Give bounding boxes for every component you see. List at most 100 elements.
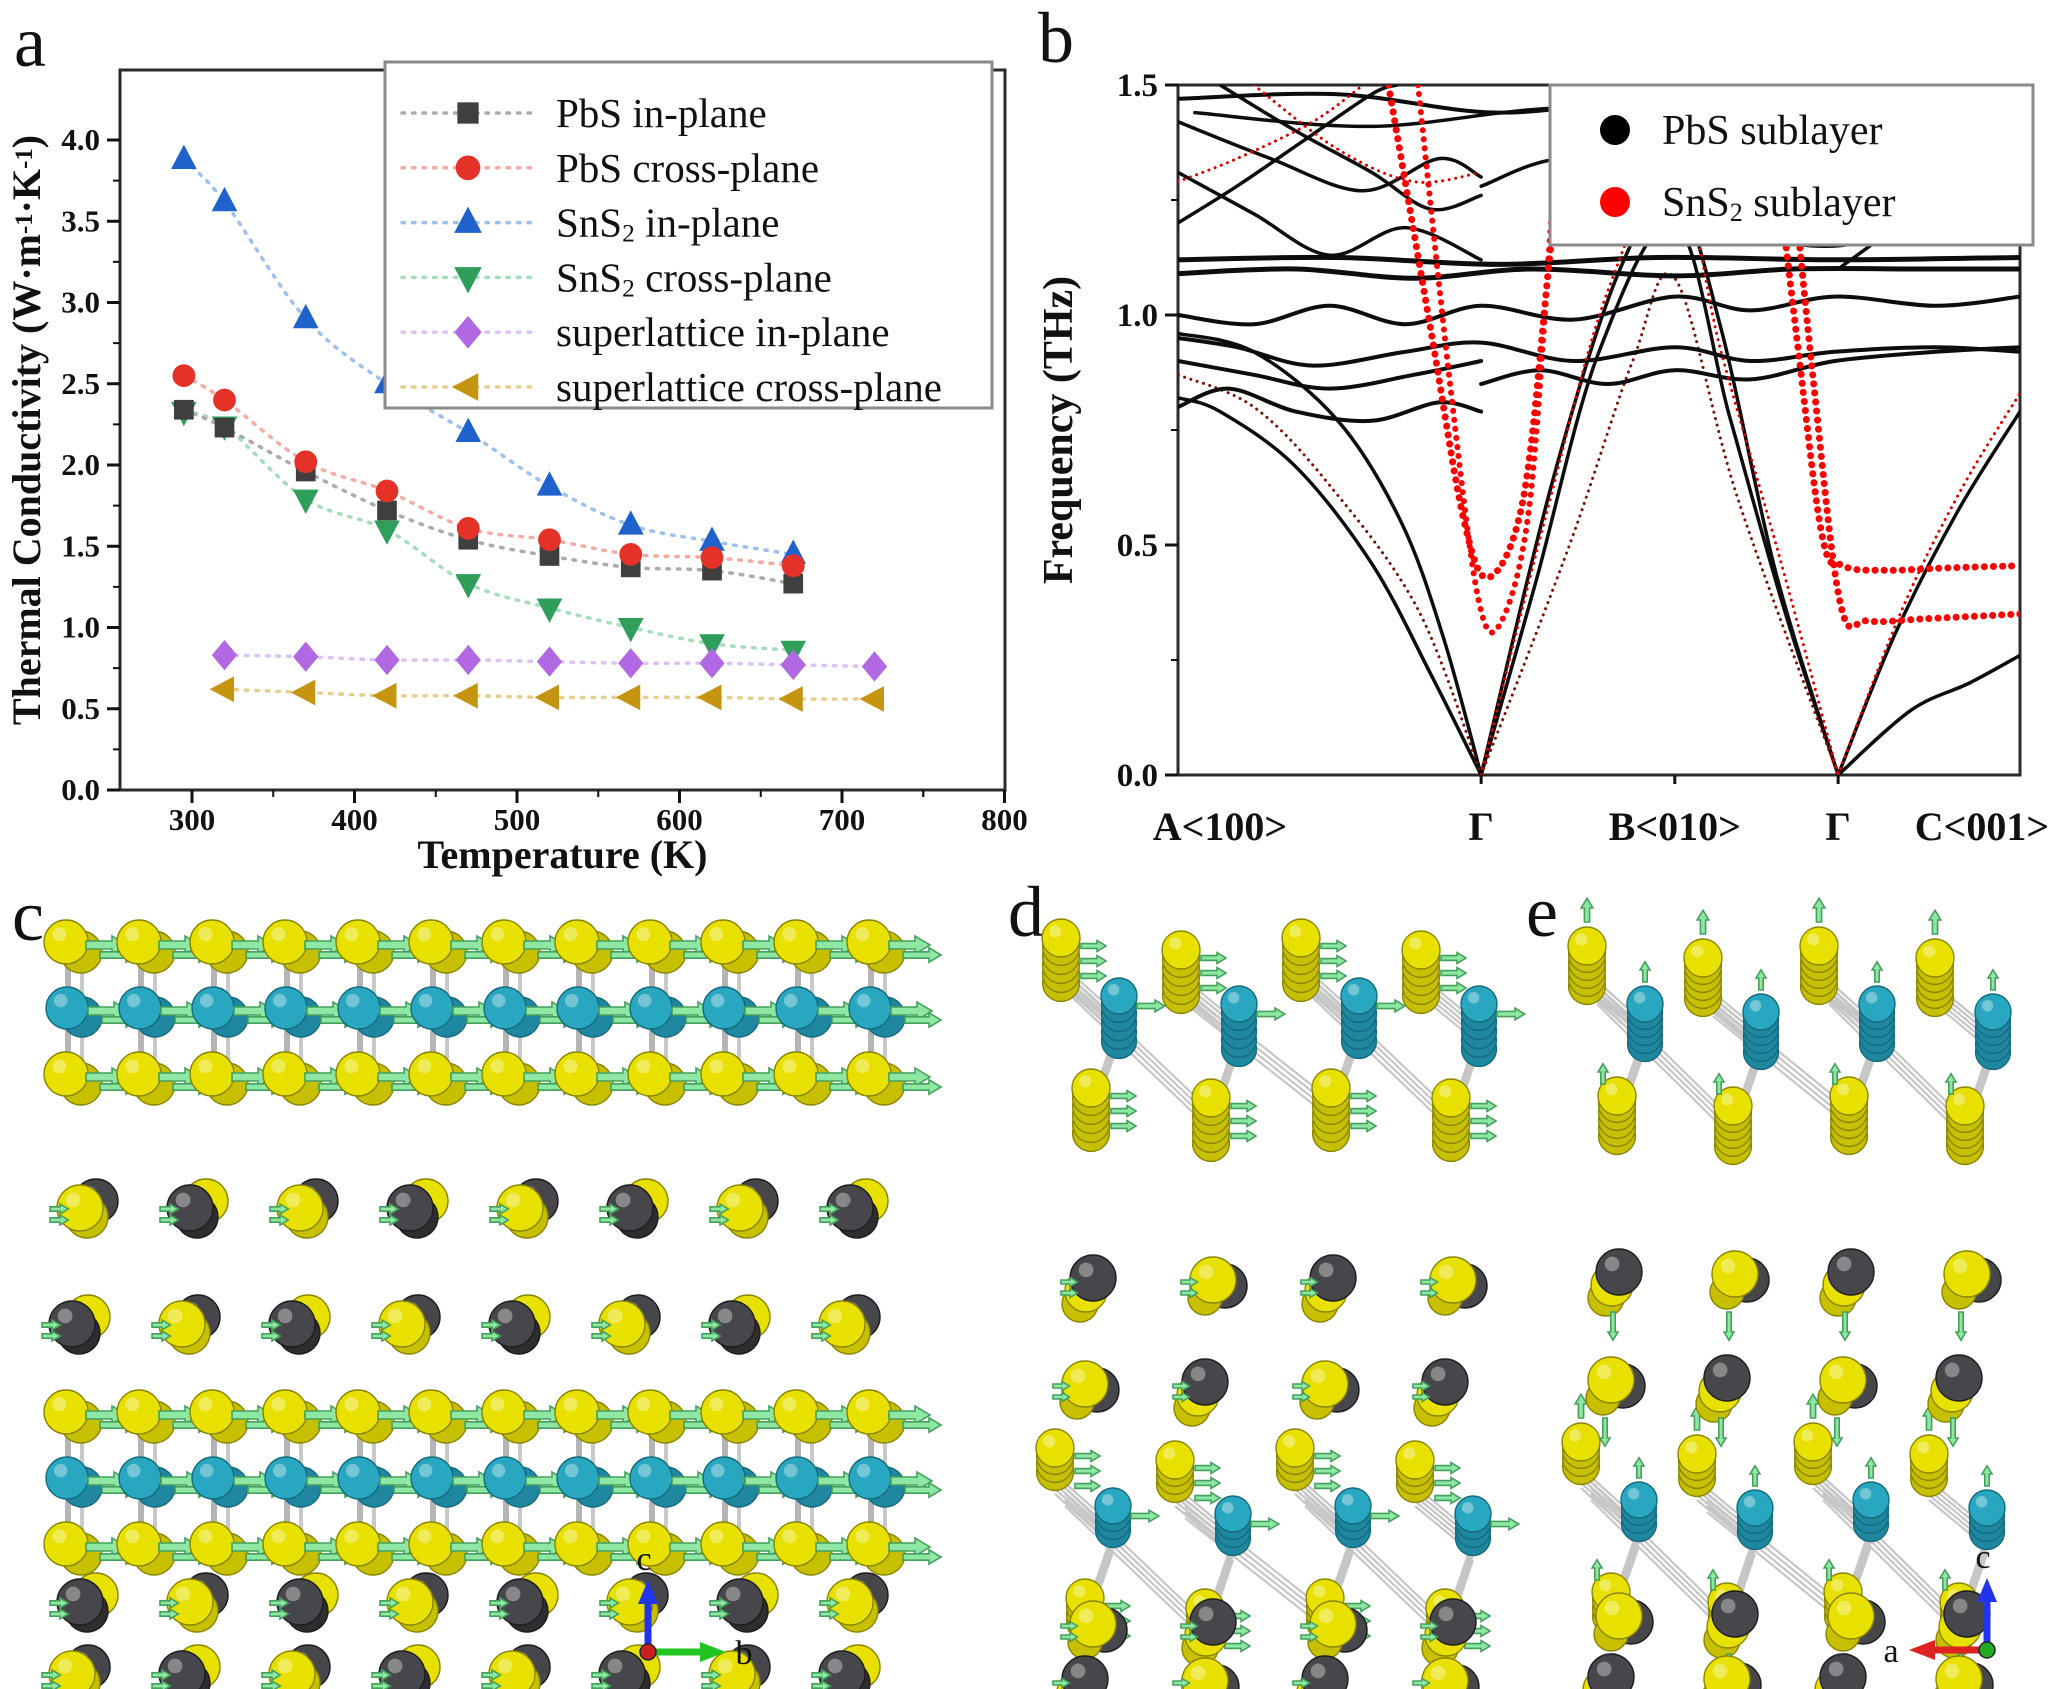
panel-b-plot: 0.0 0.5 1.0 1.5 Frequency (THz) A<100> Γ B<010>… [1036,68,2048,849]
displacement-arrow-d [1838,1311,1852,1342]
panel-a-letter: a [14,2,46,82]
displacement-arrow-right [481,1679,502,1689]
displacement-arrow-right [371,1668,392,1682]
pbs-layer-row [49,1572,889,1633]
displacement-arrow-right [1420,1620,1440,1632]
displacement-arrow-u [1864,1456,1878,1479]
displacement-arrow-right [1052,1380,1072,1392]
displacement-arrow-right [41,1318,62,1332]
displacement-arrow-right [1440,966,1468,980]
displacement-arrow-right [1938,1568,1952,1591]
displacement-arrow-u [1695,908,1711,935]
displacement-arrow-right [49,1213,70,1227]
displacement-arrow-right [904,1011,943,1029]
displacement-arrow-right [591,1329,612,1343]
band [1218,85,1483,212]
displacement-arrow-right [1596,1062,1610,1085]
displacement-arrow-right [49,1202,70,1216]
series-superlattice-cross-plane [209,676,884,712]
displacement-arrow-right [1830,1417,1844,1448]
svg-text:400: 400 [331,802,378,837]
displacement-arrow-right [1110,1104,1138,1118]
displacement-arrow-right [1464,1639,1492,1653]
legend-label: SnS2 sublayer [1662,180,1896,227]
band [1178,170,1483,262]
svg-text:3.0: 3.0 [61,285,100,320]
svg-text:500: 500 [494,802,541,837]
displacement-arrow-right [1300,1276,1320,1288]
displacement-arrow-right [701,1318,722,1332]
band [1178,294,2020,327]
displacement-arrow-right [599,1607,620,1621]
displacement-arrow-right [1300,1631,1320,1643]
svg-text:700: 700 [819,802,866,837]
displacement-arrow-right [1695,908,1711,935]
displacement-arrow-right [1927,908,1943,935]
displacement-arrow-right [159,1596,180,1610]
displacement-arrow-u [1870,960,1884,983]
series-pbs-cross-plane [172,364,805,578]
displacement-arrow-right [1292,1677,1312,1689]
displacement-arrow-right [379,1202,400,1216]
displacement-arrow-right [1811,896,1827,923]
phonon-bands [1178,85,2020,775]
panel-b-ylabel: Frequency (THz) [1036,276,1082,584]
pbs-layer-row [1582,1653,1994,1689]
displacement-arrow-right [1060,1276,1080,1288]
displacement-arrow-right [1060,1620,1080,1632]
pbs-layer-row [1052,1655,1480,1689]
displacement-arrow-u [1590,1558,1604,1581]
band [1178,331,1483,775]
displacement-arrow-right [701,1679,722,1689]
displacement-arrow-right [1074,1449,1102,1463]
displacement-arrow-right [1632,1456,1646,1479]
band [1836,391,2020,775]
panel-a-xlabel: Temperature (K) [418,832,708,877]
displacement-arrow-right [1470,1129,1498,1143]
displacement-arrow-right [371,1318,392,1332]
displacement-arrow-right [1573,1392,1589,1419]
displacement-arrow-right [1828,1062,1842,1085]
pbs-layer-row [1585,1354,1983,1448]
svg-text:3.5: 3.5 [61,203,100,238]
displacement-arrow-right [379,1607,400,1621]
panel-e-letter: e [1526,872,1558,952]
series-superlattice-in-plane [211,639,888,682]
panel-d-letter: d [1008,872,1044,952]
crystal-structure-panel-e: ca [1561,896,2012,1689]
crystal-structure-panel-c: cb [41,919,943,1689]
displacement-arrow-right [599,1213,620,1227]
displacement-arrow-right [1440,981,1468,995]
displacement-arrow-right [261,1679,282,1689]
displacement-arrow-right [1954,1311,1968,1342]
displacement-arrow-right [701,1668,722,1682]
band [1252,85,1483,184]
svg-text:1.5: 1.5 [1117,68,1158,104]
displacement-arrow-right [1080,939,1108,953]
displacement-arrow-right [1052,1391,1072,1403]
displacement-arrow-right [1060,1631,1080,1643]
displacement-arrow-right [379,1596,400,1610]
band [1178,120,1483,193]
displacement-arrow-right [379,1213,400,1227]
displacement-arrow-right [811,1668,832,1682]
displacement-arrow-right [1172,1380,1192,1392]
band [1178,85,1365,184]
displacement-arrow-u [1596,1062,1610,1085]
displacement-arrow-right [1470,1099,1498,1113]
displacement-arrow-right [269,1202,290,1216]
displacement-arrow-right [890,1000,934,1022]
displacement-arrow-d [1722,1311,1736,1342]
displacement-arrow-right [1230,1114,1258,1128]
pbs-layer-row [1052,1358,1469,1427]
displacement-arrow-u [1980,1464,1994,1487]
displacement-arrow-u [1754,968,1768,991]
displacement-arrow-right [1420,1287,1440,1299]
displacement-arrow-right [261,1329,282,1343]
displacement-arrow-right [1300,1287,1320,1299]
displacement-arrow-right [1350,1104,1378,1118]
displacement-arrow-right [41,1679,62,1689]
legend-label: PbS sublayer [1662,108,1883,154]
svg-text:1.0: 1.0 [61,610,100,645]
displacement-arrow-right [709,1596,730,1610]
